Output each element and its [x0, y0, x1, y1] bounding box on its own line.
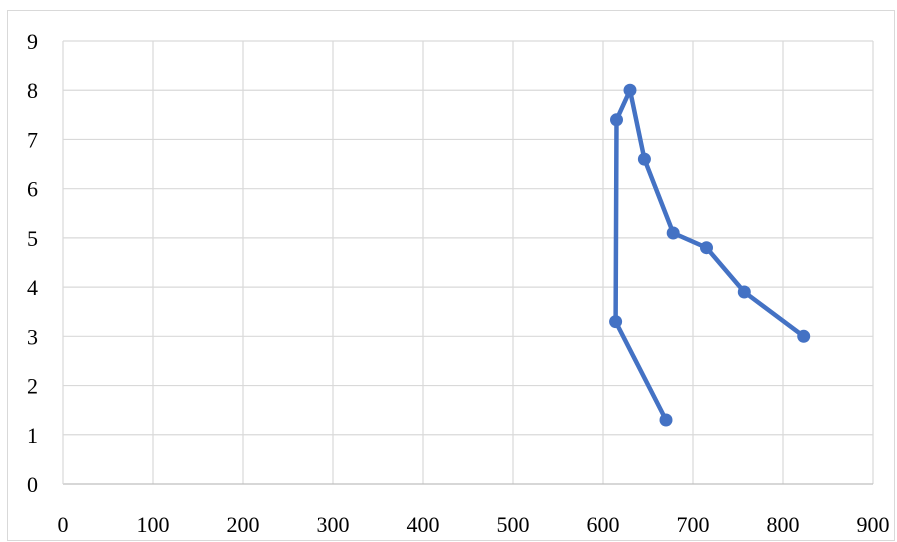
data-point-marker: [637, 152, 651, 166]
y-tick-label: 7: [27, 127, 38, 152]
y-tick-label: 3: [27, 324, 38, 349]
data-point-marker: [609, 315, 623, 329]
y-axis-tick-labels: 0 1 2 3 4 5 6 7 8 9: [27, 29, 38, 497]
x-tick-label: 800: [767, 512, 800, 537]
y-tick-label: 8: [27, 78, 38, 103]
x-tick-label: 0: [58, 512, 69, 537]
x-tick-label: 100: [137, 512, 170, 537]
x-tick-label: 900: [857, 512, 890, 537]
chart-frame: [7, 10, 895, 541]
data-point-marker: [700, 241, 713, 255]
x-tick-label: 500: [497, 512, 530, 537]
data-point-marker: [737, 285, 751, 299]
data-point-marker: [666, 226, 680, 240]
x-axis-tick-labels: 0 100 200 300 400 500 600 700 800 900: [58, 512, 890, 537]
y-tick-label: 1: [27, 423, 38, 448]
axes: [62, 41, 873, 485]
x-tick-label: 400: [407, 512, 440, 537]
y-tick-label: 9: [27, 29, 38, 54]
y-tick-label: 0: [27, 472, 38, 497]
x-tick-label: 700: [677, 512, 710, 537]
data-point-marker: [797, 329, 811, 343]
series-layer: [609, 83, 811, 427]
x-tick-label: 300: [317, 512, 350, 537]
data-point-marker: [623, 83, 637, 97]
data-point-marker: [610, 113, 623, 127]
x-tick-label: 200: [227, 512, 260, 537]
y-tick-label: 6: [27, 177, 38, 202]
y-tick-label: 4: [27, 275, 38, 300]
y-tick-label: 2: [27, 374, 38, 399]
y-tick-label: 5: [27, 226, 38, 251]
x-tick-label: 600: [587, 512, 620, 537]
grid-lines: [63, 40, 874, 484]
data-point-marker: [659, 413, 673, 427]
